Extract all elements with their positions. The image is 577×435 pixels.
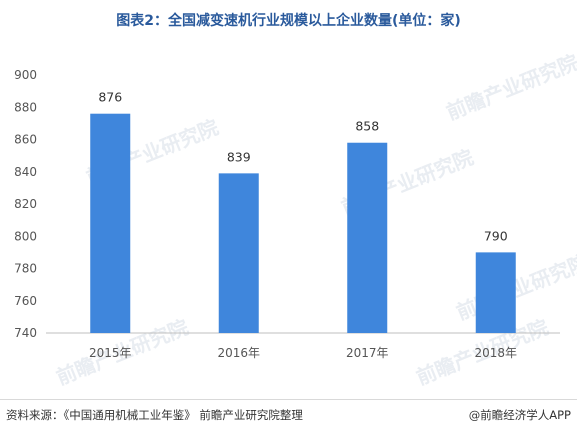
footer: 资料来源：《中国通用机械工业年鉴》 前瞻产业研究院整理 @前瞻经济学人APP	[0, 399, 577, 428]
y-tick-label: 760	[14, 294, 37, 308]
x-tick-label: 2016年	[217, 346, 260, 360]
bar-value-label: 858	[355, 119, 379, 134]
x-tick-label: 2018年	[474, 346, 517, 360]
y-tick-label: 740	[14, 326, 37, 340]
y-tick-label: 900	[14, 68, 37, 82]
chart-title: 图表2：全国减变速机行业规模以上企业数量(单位：家)	[116, 13, 461, 29]
y-tick-label: 840	[14, 165, 37, 179]
y-axis: 740 760 780 800 820 840 860 880 900	[14, 68, 37, 340]
x-axis: 2015年 2016年 2017年 2018年	[89, 346, 517, 360]
bar-value-label: 839	[227, 149, 251, 164]
bar-chart: 前瞻产业研究院前瞻产业研究院前瞻产业研究院前瞻产业研究院前瞻产业研究院前瞻产业研…	[14, 50, 577, 390]
y-tick-label: 880	[14, 100, 37, 114]
y-tick-label: 860	[14, 133, 37, 147]
bar-series: 876 839 858 790	[90, 90, 516, 333]
watermark-layer: 前瞻产业研究院前瞻产业研究院前瞻产业研究院前瞻产业研究院前瞻产业研究院前瞻产业研…	[53, 50, 577, 390]
bar-value-label: 876	[98, 90, 122, 105]
x-tick-label: 2015年	[89, 346, 132, 360]
x-tick-label: 2017年	[346, 346, 389, 360]
watermark-text: 前瞻产业研究院	[443, 50, 577, 125]
y-tick-label: 780	[14, 262, 37, 276]
source-note: 资料来源：《中国通用机械工业年鉴》 前瞻产业研究院整理	[6, 408, 303, 422]
y-tick-label: 820	[14, 197, 37, 211]
bar	[475, 252, 516, 333]
bar-value-label: 790	[484, 228, 508, 243]
bar	[347, 142, 388, 333]
credit-label: @前瞻经济学人APP	[468, 408, 571, 422]
bar	[90, 113, 131, 333]
bar	[218, 173, 259, 333]
y-tick-label: 800	[14, 229, 37, 243]
